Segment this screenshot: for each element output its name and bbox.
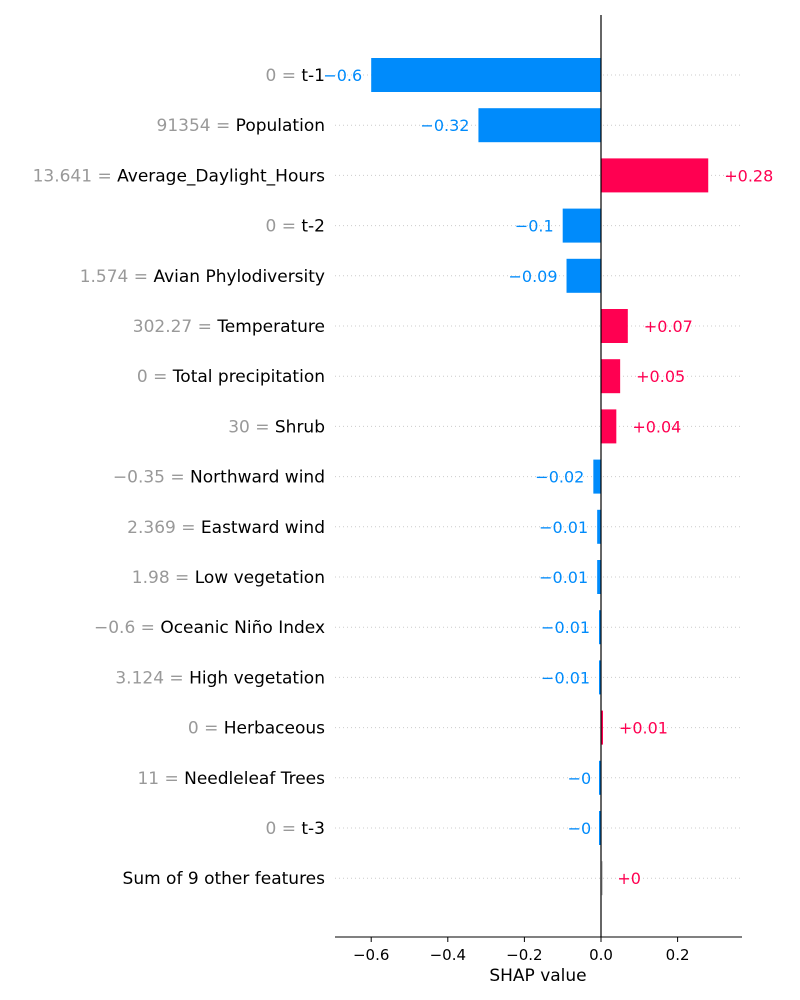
feature-label: 302.27 = Temperature (133, 317, 325, 337)
feature-value: 30 = (228, 417, 275, 437)
value-label: +0.01 (619, 719, 668, 738)
value-label: −0.01 (539, 568, 588, 587)
feature-name: Low vegetation (195, 568, 325, 588)
shap-bar (601, 359, 621, 394)
value-label: −0.09 (508, 267, 557, 286)
value-label: +0.28 (724, 166, 773, 185)
value-label: −0 (568, 769, 592, 788)
feature-label: 1.574 = Avian Phylodiversity (80, 267, 325, 287)
feature-value: 302.27 = (133, 317, 218, 337)
value-label: −0.1 (515, 217, 554, 236)
feature-value: 1.574 = (80, 267, 154, 287)
shap-bar (599, 811, 601, 845)
feature-value: 0 = (266, 819, 302, 839)
feature-label: 0 = t-1 (266, 66, 326, 86)
x-tick-label: 0.2 (666, 946, 690, 964)
feature-labels: 0 = t-1 91354 = Population 13.641 = Averag… (33, 66, 326, 889)
feature-label: 0 = t-3 (266, 819, 326, 839)
feature-name: Avian Phylodiversity (153, 267, 325, 287)
feature-value: 91354 = (157, 116, 236, 136)
shap-bar (599, 660, 601, 695)
feature-value: 0 = (266, 217, 302, 237)
shap-bar (601, 861, 603, 896)
value-label: −0.01 (541, 668, 590, 687)
feature-label: 91354 = Population (157, 116, 325, 136)
feature-label: 1.98 = Low vegetation (132, 568, 325, 588)
shap-bar (478, 108, 601, 143)
x-axis: −0.6 −0.4 −0.2 0.0 0.2 (335, 936, 742, 964)
feature-name: Oceanic Niño Index (160, 618, 325, 638)
x-tick-label: −0.2 (506, 946, 542, 964)
x-tick-label: 0.0 (589, 946, 613, 964)
value-label: −0.01 (541, 618, 590, 637)
feature-value: −0.6 = (94, 618, 160, 638)
feature-value: 2.369 = (127, 518, 201, 538)
shap-bar (566, 258, 601, 293)
feature-value: 1.98 = (132, 568, 195, 588)
feature-label: Sum of 9 other features (123, 869, 326, 889)
bars (371, 58, 709, 896)
x-tick-label: −0.4 (430, 946, 466, 964)
feature-label: 2.369 = Eastward wind (127, 518, 325, 538)
value-label: +0 (617, 869, 641, 888)
value-label: +0.07 (644, 317, 693, 336)
feature-name: Shrub (275, 417, 325, 437)
feature-name: Total precipitation (172, 367, 325, 387)
feature-value: 0 = (137, 367, 173, 387)
feature-name: High vegetation (189, 668, 325, 688)
feature-value: 3.124 = (115, 668, 189, 688)
x-tick-label: −0.6 (353, 946, 389, 964)
value-label: −0.01 (539, 518, 588, 537)
feature-value: 11 = (137, 769, 184, 789)
feature-name: t-1 (301, 66, 325, 86)
shap-bar (601, 309, 628, 343)
feature-value: 13.641 = (33, 166, 118, 186)
feature-name: Average_Daylight_Hours (117, 166, 325, 186)
feature-value: −0.35 = (113, 468, 190, 488)
feature-label: 30 = Shrub (228, 417, 325, 437)
feature-name: t-2 (301, 217, 325, 237)
feature-name: Northward wind (190, 468, 325, 488)
value-label: +0.04 (632, 417, 681, 436)
shap-bar (601, 409, 617, 444)
feature-label: 13.641 = Average_Daylight_Hours (33, 166, 326, 186)
shap-bar (593, 459, 601, 494)
feature-label: 3.124 = High vegetation (115, 668, 325, 688)
feature-label: −0.6 = Oceanic Niño Index (94, 618, 325, 638)
feature-label: 0 = Herbaceous (188, 719, 325, 739)
feature-name: Herbaceous (224, 719, 325, 739)
feature-value: 0 = (188, 719, 224, 739)
feature-label: 11 = Needleleaf Trees (137, 769, 325, 789)
value-label: −0.6 (323, 66, 362, 85)
value-label: −0.02 (535, 468, 584, 487)
feature-name: t-3 (301, 819, 325, 839)
feature-value: 0 = (266, 66, 302, 86)
feature-name: Needleleaf Trees (184, 769, 325, 789)
shap-bar (599, 760, 601, 795)
feature-label: 0 = t-2 (266, 217, 326, 237)
value-label: −0 (568, 819, 592, 838)
feature-name: Sum of 9 other features (123, 869, 326, 889)
shap-bar (371, 58, 601, 92)
x-axis-label: SHAP value (489, 966, 586, 986)
value-label: +0.05 (636, 367, 685, 386)
shap-bar (562, 208, 601, 243)
feature-label: 0 = Total precipitation (137, 367, 325, 387)
feature-name: Temperature (216, 317, 325, 337)
value-label: −0.32 (420, 116, 469, 135)
shap-bar (599, 610, 601, 645)
shap-bar (601, 710, 603, 745)
shap-bar (597, 509, 601, 544)
feature-name: Eastward wind (201, 518, 325, 538)
shap-bar (601, 158, 709, 193)
feature-label: −0.35 = Northward wind (113, 468, 325, 488)
shap-bar (597, 560, 601, 594)
value-labels: −0.6 −0.32 +0.28 −0.1 −0.09 +0.07 +0.05 +0.04 −0… (323, 66, 773, 888)
feature-name: Population (236, 116, 325, 136)
